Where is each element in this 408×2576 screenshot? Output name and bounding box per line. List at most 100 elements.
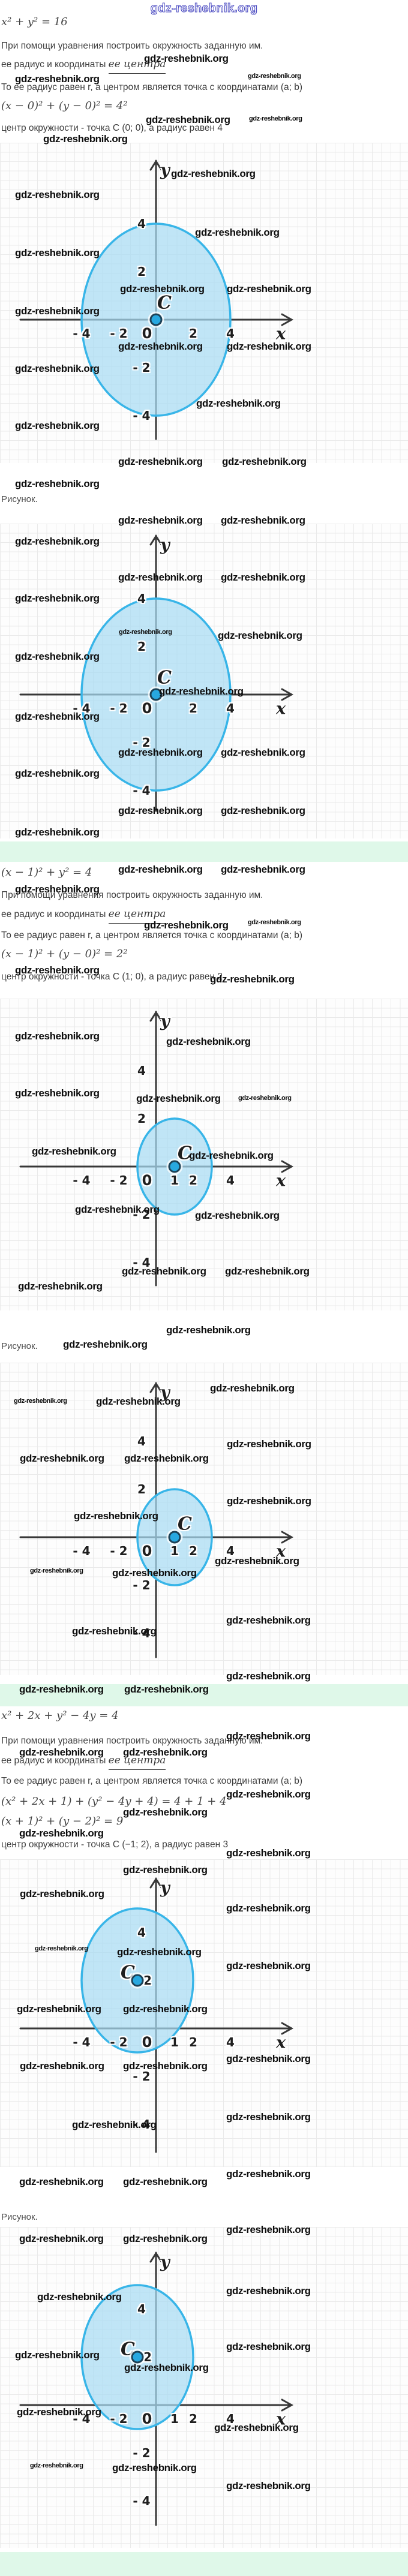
center-dot xyxy=(168,1160,181,1173)
watermark: gdz-reshebnik.org xyxy=(218,630,302,641)
center-label: C xyxy=(178,1513,192,1535)
watermark: gdz-reshebnik.org xyxy=(15,363,100,374)
watermark: gdz-reshebnik.org xyxy=(15,247,100,258)
watermark: gdz-reshebnik.org xyxy=(248,919,301,926)
y-axis-label: y xyxy=(160,2253,170,2272)
watermark: gdz-reshebnik.org xyxy=(159,686,244,697)
watermark: gdz-reshebnik.org xyxy=(221,805,305,816)
watermark: gdz-reshebnik.org xyxy=(119,629,172,636)
center-link-2[interactable]: ее центра xyxy=(108,908,166,924)
x-tick-label: 0 xyxy=(142,325,152,342)
center-label: C xyxy=(178,1143,192,1164)
watermark: gdz-reshebnik.org xyxy=(15,73,100,85)
watermark: gdz-reshebnik.org xyxy=(63,1339,148,1350)
watermark: gdz-reshebnik.org xyxy=(144,53,229,64)
watermark: gdz-reshebnik.org xyxy=(226,2480,311,2491)
watermark: gdz-reshebnik.org xyxy=(14,1397,67,1405)
task-text-3b-prefix: ее радиус и координаты xyxy=(1,1756,109,1766)
center-link-1[interactable]: ее центра xyxy=(108,58,166,74)
watermark: gdz-reshebnik.org xyxy=(17,2003,101,2015)
highlight-band xyxy=(0,841,408,862)
watermark: gdz-reshebnik.org xyxy=(15,305,100,317)
derivation-1a: (x − 0)² + (y − 0)² = 4² xyxy=(1,100,128,112)
watermark: gdz-reshebnik.org xyxy=(37,2291,122,2303)
watermark: gdz-reshebnik.org xyxy=(136,1093,221,1104)
x-axis-label: x xyxy=(275,699,286,719)
watermark: gdz-reshebnik.org xyxy=(15,826,100,838)
watermark: gdz-reshebnik.org xyxy=(123,2060,208,2072)
rule-text-1: То ее радиус равен r, а центром является… xyxy=(1,82,303,92)
rule-text-2: То ее радиус равен r, а центром является… xyxy=(1,930,303,940)
watermark: gdz-reshebnik.org xyxy=(15,651,100,662)
x-axis-arrow-icon xyxy=(281,1160,294,1173)
watermark: gdz-reshebnik.org xyxy=(19,2176,104,2187)
x-axis-arrow-icon xyxy=(281,313,294,326)
watermark: gdz-reshebnik.org xyxy=(19,1747,104,1758)
derivation-2a: (x − 1)² + (y − 0)² = 2² xyxy=(1,948,128,960)
x-tick-label: - 4 xyxy=(73,1173,91,1188)
watermark: gdz-reshebnik.org xyxy=(123,1864,208,1875)
watermark: gdz-reshebnik.org xyxy=(166,1324,251,1336)
watermark: gdz-reshebnik.org xyxy=(20,2060,104,2072)
task-text-3a: При помощи уравнения построить окружност… xyxy=(1,1736,263,1746)
watermark: gdz-reshebnik.org xyxy=(226,1670,311,1682)
watermark: gdz-reshebnik.org xyxy=(222,456,307,467)
y-axis-arrow-icon xyxy=(149,534,163,546)
watermark: gdz-reshebnik.org xyxy=(221,864,305,875)
y-tick-label: - 4 xyxy=(133,1626,151,1640)
x-tick-label: 1 xyxy=(170,2035,179,2049)
watermark: gdz-reshebnik.org xyxy=(118,515,203,526)
center-dot xyxy=(131,1974,144,1987)
x-tick-label: - 4 xyxy=(73,326,91,341)
x-axis-arrow-icon xyxy=(281,1531,294,1544)
watermark: gdz-reshebnik.org xyxy=(15,420,100,431)
y-tick-label: - 2 xyxy=(133,1207,151,1222)
y-axis-arrow-icon xyxy=(149,160,163,171)
watermark: gdz-reshebnik.org xyxy=(226,1902,311,1914)
y-tick-label: - 4 xyxy=(133,2494,151,2508)
site-watermark-header: gdz-reshebnik.org xyxy=(150,1,258,15)
y-tick-label: 2 xyxy=(143,2350,152,2364)
watermark: gdz-reshebnik.org xyxy=(214,2422,299,2433)
watermark: gdz-reshebnik.org xyxy=(15,2349,100,2361)
center-link-3[interactable]: ее центра xyxy=(108,1754,166,1770)
x-tick-label: 4 xyxy=(226,1544,235,1558)
center-dot xyxy=(149,688,163,701)
y-tick-label: 4 xyxy=(137,591,146,606)
x-tick-label: - 4 xyxy=(73,2412,91,2426)
conclusion-2: центр окружности - точка C (1; 0), а рад… xyxy=(1,972,223,982)
x-tick-label: 2 xyxy=(189,701,197,716)
y-tick-label: 4 xyxy=(137,1925,146,1940)
watermark: gdz-reshebnik.org xyxy=(19,1827,104,1839)
y-tick-label: - 2 xyxy=(133,1578,151,1592)
watermark: gdz-reshebnik.org xyxy=(118,864,203,875)
watermark: gdz-reshebnik.org xyxy=(18,1281,103,1292)
y-axis-arrow-icon xyxy=(149,1877,163,1889)
x-tick-label: - 2 xyxy=(110,1544,128,1558)
y-axis-label: y xyxy=(160,1878,170,1898)
watermark: gdz-reshebnik.org xyxy=(30,2462,83,2469)
watermark: gdz-reshebnik.org xyxy=(226,1847,311,1859)
watermark: gdz-reshebnik.org xyxy=(124,1684,209,1695)
watermark: gdz-reshebnik.org xyxy=(124,2362,209,2373)
watermark: gdz-reshebnik.org xyxy=(118,456,203,467)
watermark: gdz-reshebnik.org xyxy=(248,73,301,80)
center-label: C xyxy=(157,292,172,314)
equation-2: (x − 1)² + y² = 4 xyxy=(1,866,92,879)
watermark: gdz-reshebnik.org xyxy=(118,572,203,583)
x-tick-label: 1 xyxy=(170,2412,179,2426)
x-tick-label: - 4 xyxy=(73,1544,91,1558)
y-axis-label: y xyxy=(160,536,170,555)
y-axis-label: y xyxy=(160,1383,170,1402)
watermark: gdz-reshebnik.org xyxy=(15,593,100,604)
watermark: gdz-reshebnik.org xyxy=(123,2176,208,2187)
watermark: gdz-reshebnik.org xyxy=(189,1150,274,1161)
y-tick-label: 2 xyxy=(137,264,146,279)
y-tick-label: 4 xyxy=(137,1434,146,1448)
watermark: gdz-reshebnik.org xyxy=(226,2053,311,2064)
x-axis-label: x xyxy=(275,1171,286,1191)
x-tick-label: - 4 xyxy=(73,2035,91,2049)
watermark: gdz-reshebnik.org xyxy=(19,1684,104,1695)
y-axis-label: y xyxy=(160,161,170,180)
